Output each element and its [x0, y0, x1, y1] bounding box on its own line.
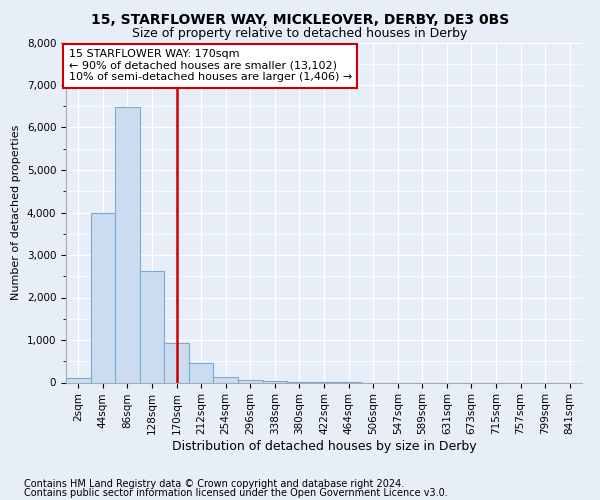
Bar: [140, 271, 164, 382]
Text: Contains HM Land Registry data © Crown copyright and database right 2024.: Contains HM Land Registry data © Crown c…: [24, 479, 404, 489]
Bar: [214, 377, 238, 382]
Bar: [189, 364, 214, 382]
Text: 15, STARFLOWER WAY, MICKLEOVER, DERBY, DE3 0BS: 15, STARFLOWER WAY, MICKLEOVER, DERBY, D…: [91, 12, 509, 26]
Text: Contains public sector information licensed under the Open Government Licence v3: Contains public sector information licen…: [24, 488, 448, 498]
Text: 15 STARFLOWER WAY: 170sqm
← 90% of detached houses are smaller (13,102)
10% of s: 15 STARFLOWER WAY: 170sqm ← 90% of detac…: [68, 50, 352, 82]
Bar: [91, 214, 115, 382]
Bar: [263, 381, 287, 382]
Bar: [238, 380, 263, 382]
Text: Size of property relative to detached houses in Derby: Size of property relative to detached ho…: [133, 28, 467, 40]
Bar: [66, 378, 91, 382]
X-axis label: Distribution of detached houses by size in Derby: Distribution of detached houses by size …: [172, 440, 476, 453]
Y-axis label: Number of detached properties: Number of detached properties: [11, 125, 21, 300]
Bar: [115, 106, 140, 382]
Bar: [164, 342, 189, 382]
